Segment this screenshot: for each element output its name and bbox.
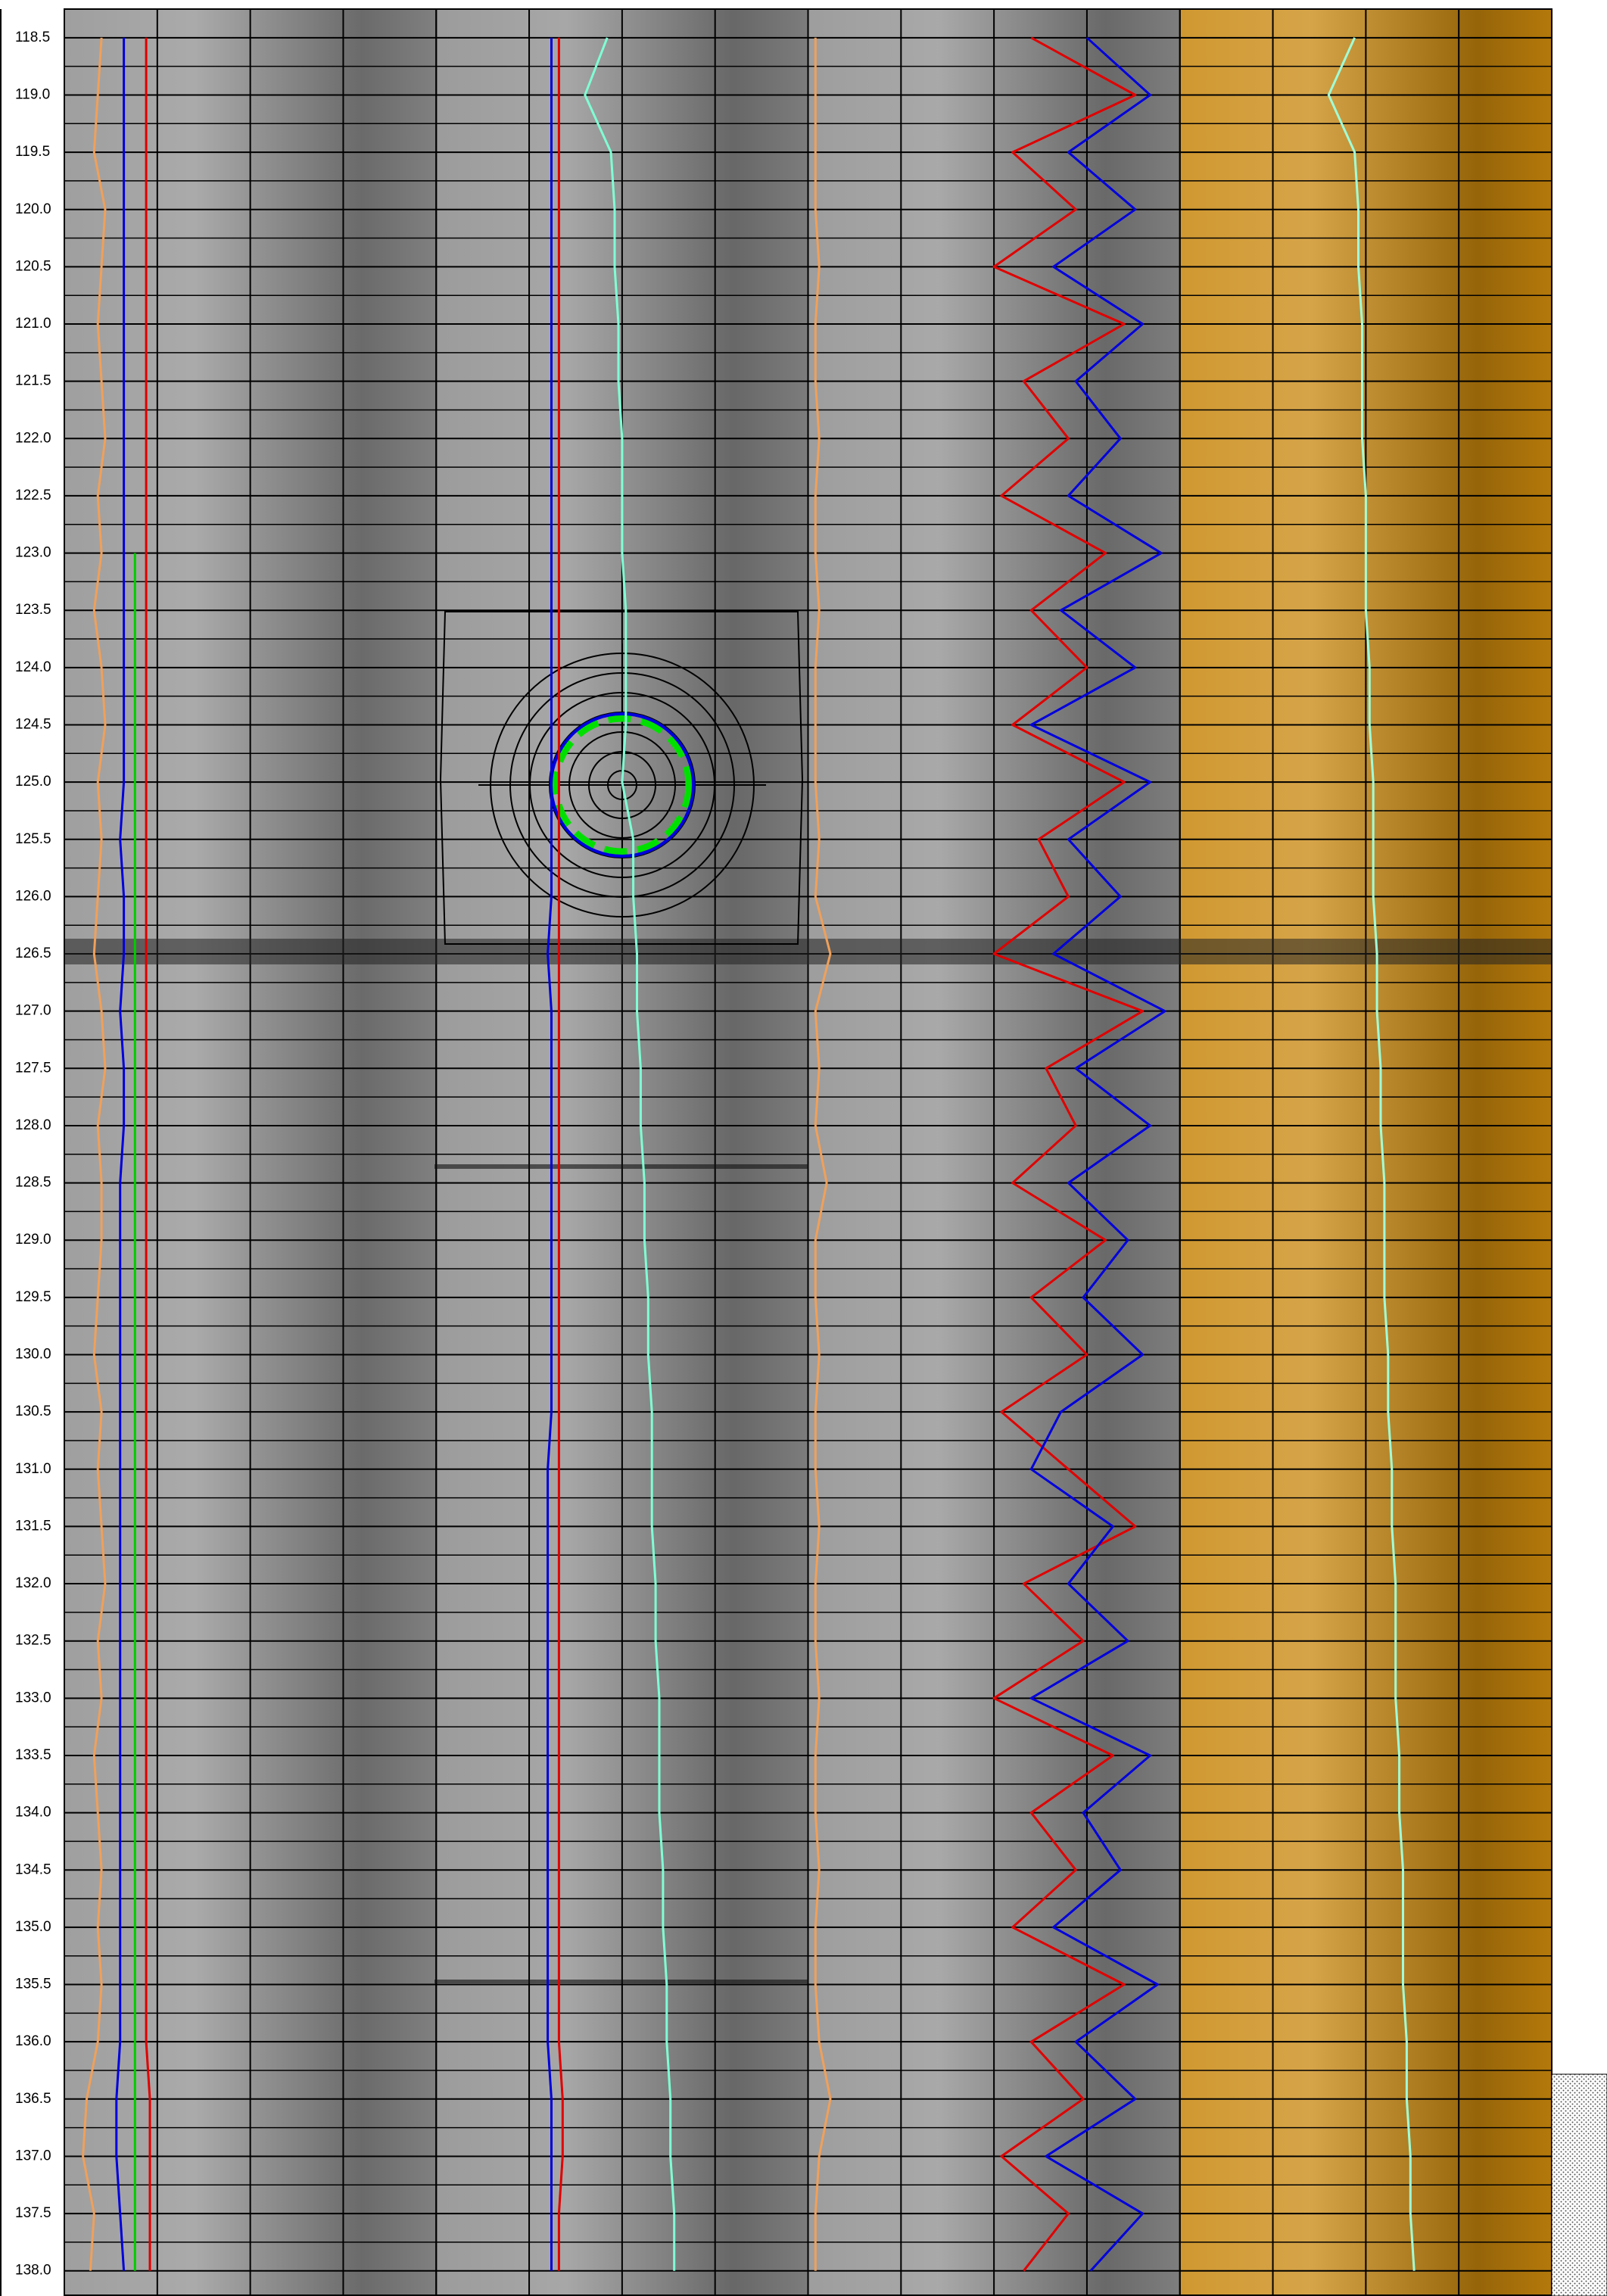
depth-label: 132.5 [15,1633,51,1649]
depth-label: 137.0 [15,2148,51,2164]
frame [64,8,1552,2296]
depth-label: 135.0 [15,1919,51,1935]
image-features [64,611,1607,2296]
stipple-box [1551,2073,1607,2296]
curves [82,36,1415,2272]
polar-frame [439,611,804,945]
depth-label: 138.0 [15,2263,51,2279]
log-curve [145,37,151,2271]
depth-label: 128.0 [15,1117,51,1133]
log-curve [547,37,553,2271]
grid [0,8,1552,2296]
depth-label: 119.0 [15,86,50,102]
depth-label: 130.0 [15,1347,51,1363]
depth-label: 134.5 [15,1861,51,1877]
depth-label: 123.0 [15,545,51,561]
depth-label: 136.0 [15,2033,51,2049]
log-curve [557,37,564,2271]
depth-label: 129.5 [15,1289,51,1305]
log-curve [584,37,676,2271]
depth-label: 122.0 [15,430,51,446]
depth-label: 121.5 [15,373,51,389]
depth-label: 133.0 [15,1690,51,1706]
log-curve [992,36,1145,2272]
log-curve [1029,36,1166,2272]
depth-label: 131.5 [15,1518,51,1534]
depth-label: 125.5 [15,831,51,847]
depth-label: 127.5 [15,1060,51,1076]
depth-label: 124.5 [15,716,51,732]
anomaly-band [434,1164,808,1169]
anomaly-band [64,939,1552,964]
depth-label: 127.0 [15,1003,51,1019]
depth-label: 131.0 [15,1461,51,1477]
depth-label: 130.5 [15,1403,51,1419]
depth-label: 122.5 [15,488,51,503]
depth-label: 134.0 [15,1805,51,1821]
depth-label: 135.5 [15,1977,51,1992]
log-curve [814,37,832,2271]
log-curve [115,37,126,2271]
depth-label: 137.5 [15,2205,51,2221]
depth-label: 125.0 [15,774,51,790]
depth-label: 123.5 [15,602,51,618]
depth-label: 133.5 [15,1747,51,1763]
depth-label: 126.0 [15,888,51,904]
depth-labels: 118.5 119.0 119.5 120.0 120.5 121.0 121.5 122.0… [15,30,51,2279]
depth-label: 121.0 [15,316,51,332]
anomaly-band [434,1980,808,1983]
depth-label: 118.5 [15,30,50,45]
log-curve [82,37,107,2271]
polar-data [552,715,693,855]
depth-label: 120.0 [15,201,51,217]
depth-label: 136.5 [15,2091,51,2107]
depth-label: 120.5 [15,258,51,274]
depth-label: 126.5 [15,946,51,961]
depth-label: 124.0 [15,659,51,675]
depth-label: 128.5 [15,1175,51,1191]
depth-label: 129.0 [15,1232,51,1248]
depth-label: 132.0 [15,1575,51,1591]
log-curve [1327,37,1415,2271]
depth-label: 119.5 [15,144,50,160]
